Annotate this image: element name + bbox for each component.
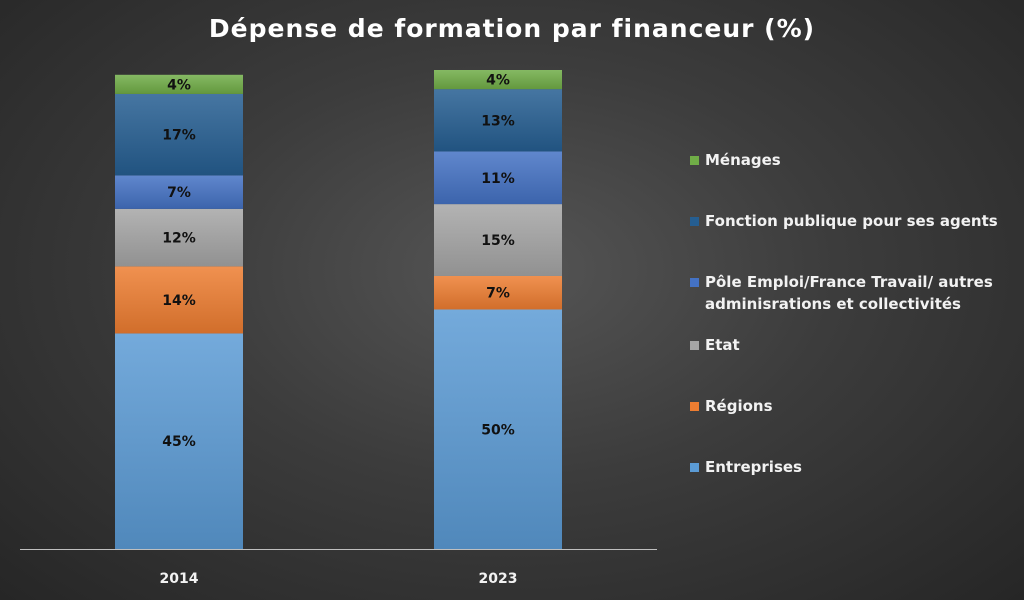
bar-segment <box>434 204 562 276</box>
data-label: 11% <box>481 171 515 187</box>
stacked-bar-chart: 45% 14% 12% 7% 17% 4% 2014 50% 7% 15% 11% 13% 4% 2023 <box>20 70 657 587</box>
data-label: 15% <box>481 233 515 249</box>
data-label: 4% <box>486 73 510 89</box>
legend-label: Pôle Emploi/France Travail/ autres admin… <box>705 273 993 313</box>
bar-segment <box>115 333 243 549</box>
legend-swatch <box>690 402 699 411</box>
data-label: 50% <box>481 422 515 438</box>
data-label: 7% <box>167 185 191 201</box>
chart-title: Dépense de formation par financeur (%) <box>208 14 816 43</box>
bar-segment <box>434 151 562 205</box>
legend-item: Fonction publique pour ses agents <box>690 210 998 232</box>
legend-item: Entreprises <box>690 456 802 478</box>
legend-swatch <box>690 463 699 472</box>
bar-segment <box>115 175 243 209</box>
data-label: 17% <box>162 128 196 144</box>
legend-swatch <box>690 341 699 350</box>
x-tick-label: 2023 <box>479 571 518 587</box>
legend-swatch <box>690 217 699 226</box>
legend-label: Fonction publique pour ses agents <box>705 212 998 230</box>
data-label: 14% <box>162 293 196 309</box>
legend-item: Etat <box>690 334 740 356</box>
legend-label: Ménages <box>705 151 781 169</box>
legend-item: Régions <box>690 395 773 417</box>
data-label: 7% <box>486 286 510 302</box>
data-label: 45% <box>162 434 196 450</box>
bar-segment <box>115 74 243 94</box>
bar-segment <box>434 309 562 549</box>
bar-segment <box>115 208 243 267</box>
legend-item: Pôle Emploi/France Travail/ autres admin… <box>690 271 1020 315</box>
data-label: 13% <box>481 113 515 129</box>
legend-label: Entreprises <box>705 458 802 476</box>
bar-segment <box>434 70 562 90</box>
data-label: 12% <box>162 231 196 247</box>
bar-segment <box>115 266 243 334</box>
bar-segment <box>434 275 562 310</box>
legend-item: Ménages <box>690 149 781 171</box>
legend-label: Etat <box>705 336 740 354</box>
legend-label: Régions <box>705 397 773 415</box>
legend-swatch <box>690 278 699 287</box>
legend-swatch <box>690 156 699 165</box>
bar-segment <box>115 93 243 176</box>
data-label: 4% <box>167 77 191 93</box>
x-tick-label: 2014 <box>160 571 199 587</box>
bar-segment <box>434 89 562 152</box>
